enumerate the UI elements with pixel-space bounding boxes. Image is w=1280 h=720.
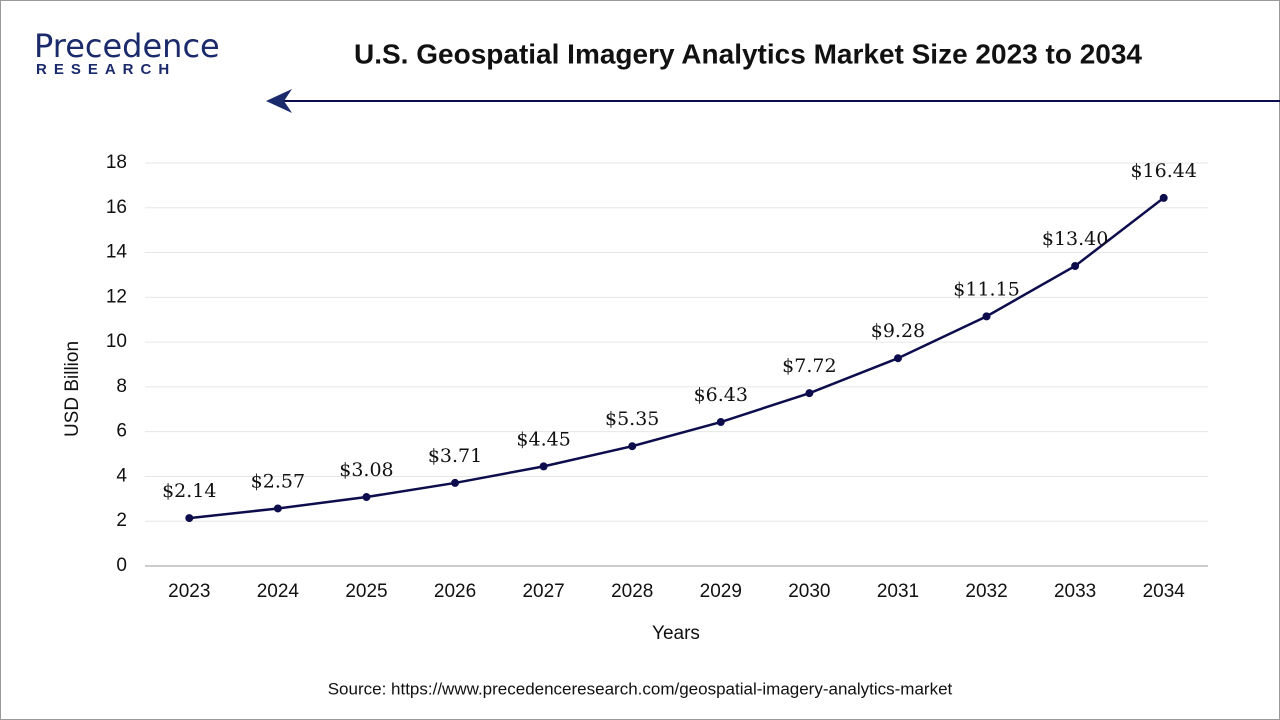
x-tick-label: 2031 — [877, 581, 919, 602]
x-tick-label: 2023 — [168, 581, 210, 602]
y-tick-label: 12 — [106, 286, 127, 307]
data-label: $7.72 — [782, 355, 836, 377]
data-label: $11.15 — [953, 278, 1019, 300]
header-arrow — [266, 89, 292, 113]
chart-title: U.S. Geospatial Imagery Analytics Market… — [354, 38, 1142, 69]
data-label: $2.14 — [162, 480, 216, 502]
x-tick-label: 2024 — [257, 581, 300, 602]
point — [1159, 193, 1168, 202]
y-tick-label: 18 — [106, 152, 127, 173]
point — [893, 354, 902, 363]
x-tick-label: 2032 — [965, 581, 1007, 602]
x-tick-label: 2027 — [522, 581, 564, 602]
x-tick-label: 2026 — [434, 581, 476, 602]
point — [716, 418, 725, 427]
x-tick-label: 2025 — [345, 581, 387, 602]
point — [539, 462, 548, 471]
x-tick-label: 2034 — [1143, 581, 1186, 602]
point — [451, 478, 460, 487]
point — [982, 312, 991, 321]
logo-name: Precedence — [34, 27, 220, 65]
point — [1071, 261, 1080, 270]
y-tick-label: 16 — [106, 197, 127, 218]
y-axis-title: USD Billion — [62, 341, 83, 437]
x-tick-label: 2030 — [788, 581, 830, 602]
point — [185, 514, 194, 523]
point — [628, 442, 637, 451]
data-label: $5.35 — [605, 408, 659, 430]
data-label: $6.43 — [694, 384, 748, 406]
x-axis-title: Years — [652, 623, 700, 644]
point — [273, 504, 282, 513]
x-tick-label: 2033 — [1054, 581, 1096, 602]
y-tick-label: 8 — [116, 376, 127, 397]
x-tick-label: 2029 — [700, 581, 742, 602]
point — [805, 389, 814, 398]
data-label: $4.45 — [516, 428, 570, 450]
y-tick-label: 6 — [116, 421, 127, 442]
y-tick-label: 14 — [106, 242, 128, 263]
logo-tagline: RESEARCH — [36, 61, 176, 78]
data-label: $3.71 — [428, 445, 482, 467]
y-tick-label: 2 — [116, 510, 127, 531]
line — [189, 196, 1165, 520]
data-label: $9.28 — [871, 320, 925, 342]
y-tick-label: 10 — [106, 331, 127, 352]
y-tick-label: 4 — [116, 465, 127, 486]
data-label: $2.57 — [251, 470, 305, 492]
data-label: $16.44 — [1130, 160, 1196, 182]
point — [362, 493, 371, 502]
x-tick-label: 2028 — [611, 581, 653, 602]
data-label: $13.40 — [1042, 228, 1108, 250]
data-label: $3.08 — [339, 459, 393, 481]
y-tick-label: 0 — [116, 555, 127, 576]
source: Source: https://www.precedenceresearch.c… — [328, 679, 953, 698]
